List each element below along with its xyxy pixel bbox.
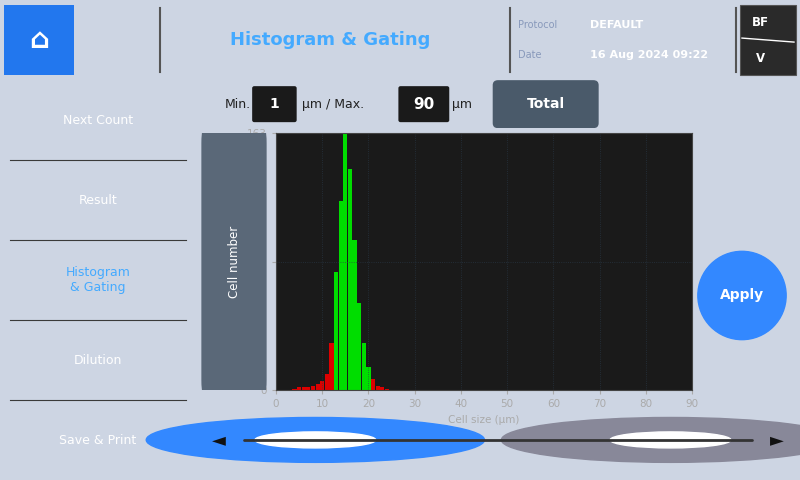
- Text: 16 Aug 2024 09:22: 16 Aug 2024 09:22: [590, 50, 708, 60]
- FancyBboxPatch shape: [740, 5, 796, 75]
- Bar: [348, 169, 352, 390]
- Circle shape: [502, 418, 800, 462]
- Bar: [380, 387, 384, 390]
- Text: Min.: Min.: [225, 97, 251, 111]
- FancyBboxPatch shape: [252, 86, 297, 122]
- Text: Save & Print: Save & Print: [59, 433, 137, 446]
- FancyBboxPatch shape: [4, 5, 74, 75]
- Circle shape: [255, 432, 376, 448]
- Text: Total: Total: [526, 97, 565, 111]
- Text: BF: BF: [751, 15, 769, 28]
- Text: Next Count: Next Count: [63, 114, 133, 127]
- Text: Histogram
& Gating: Histogram & Gating: [66, 266, 130, 294]
- Text: Histogram & Gating: Histogram & Gating: [230, 31, 430, 49]
- Text: 1: 1: [270, 97, 279, 111]
- Text: DEFAULT: DEFAULT: [590, 20, 643, 30]
- Text: V: V: [755, 52, 765, 65]
- Text: Dilution: Dilution: [74, 354, 122, 367]
- Text: 90: 90: [413, 96, 434, 112]
- X-axis label: Cell size (μm): Cell size (μm): [448, 415, 520, 425]
- Bar: [302, 387, 306, 390]
- Text: Date: Date: [518, 50, 542, 60]
- FancyBboxPatch shape: [493, 80, 598, 128]
- Bar: [376, 385, 380, 390]
- Bar: [325, 374, 329, 390]
- Bar: [306, 387, 310, 390]
- Bar: [315, 384, 320, 390]
- Bar: [330, 343, 334, 390]
- Text: Protocol: Protocol: [518, 20, 558, 30]
- Bar: [385, 389, 389, 390]
- Text: ◄: ◄: [212, 431, 226, 449]
- Text: μm / Max.: μm / Max.: [302, 97, 364, 111]
- Bar: [343, 133, 347, 390]
- Bar: [353, 240, 357, 390]
- Bar: [366, 367, 370, 390]
- Bar: [297, 387, 301, 390]
- Bar: [311, 385, 315, 390]
- Circle shape: [698, 252, 786, 340]
- Bar: [371, 379, 375, 390]
- Text: Apply: Apply: [720, 288, 764, 302]
- Text: Result: Result: [78, 193, 118, 206]
- Bar: [293, 389, 297, 390]
- Text: ►: ►: [770, 431, 784, 449]
- Circle shape: [610, 432, 731, 448]
- Bar: [334, 272, 338, 390]
- Text: μm: μm: [453, 97, 473, 111]
- Bar: [362, 343, 366, 390]
- Bar: [338, 201, 342, 390]
- Text: ⌂: ⌂: [29, 26, 49, 54]
- FancyBboxPatch shape: [398, 86, 450, 122]
- Bar: [320, 381, 324, 390]
- FancyBboxPatch shape: [202, 123, 266, 400]
- Bar: [357, 303, 362, 390]
- Circle shape: [146, 418, 485, 462]
- Text: Cell number: Cell number: [227, 226, 241, 298]
